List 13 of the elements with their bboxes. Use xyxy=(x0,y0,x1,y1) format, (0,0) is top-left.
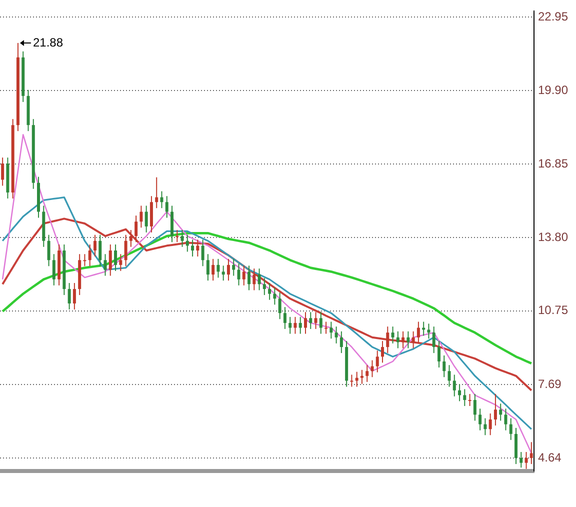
y-tick-label: 19.90 xyxy=(538,82,568,97)
candlestick xyxy=(350,374,354,387)
y-tick-label: 7.69 xyxy=(538,376,562,391)
candlestick xyxy=(468,394,472,406)
candlestick xyxy=(324,322,328,334)
candlestick xyxy=(176,230,179,242)
candlestick xyxy=(83,254,86,266)
y-tick-label: 10.75 xyxy=(538,303,568,318)
y-tick-label: 22.95 xyxy=(538,10,568,24)
y-tick-label: 4.64 xyxy=(538,450,562,464)
annotation: 21.88 xyxy=(32,35,64,50)
y-tick-label: 13.80 xyxy=(538,230,568,244)
y-tick-label: 16.85 xyxy=(538,156,568,170)
